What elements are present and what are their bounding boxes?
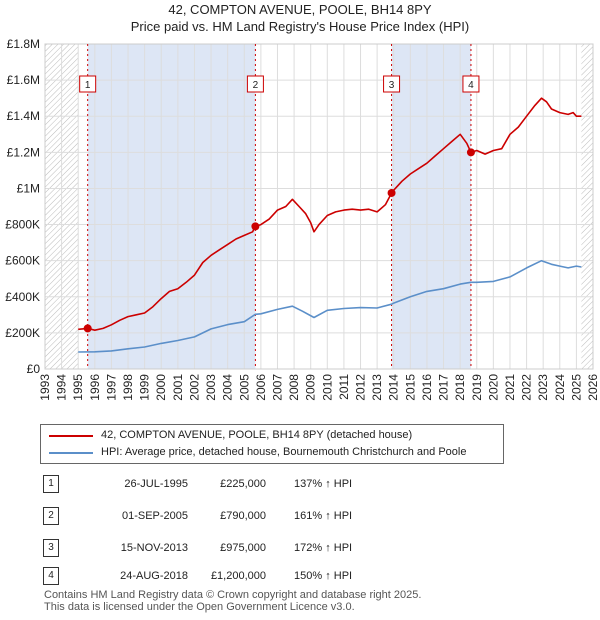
x-tick-label: 2007 [270, 374, 284, 401]
sale-label: 3 [389, 80, 395, 91]
x-tick-label: 2020 [486, 374, 500, 401]
legend-swatch-hpi [49, 452, 93, 454]
x-tick-label: 2019 [470, 374, 484, 401]
x-tick-label: 2025 [569, 374, 583, 401]
transaction-marker: 4 [43, 567, 59, 585]
transaction-hpi: 137% ↑ HPI [294, 478, 353, 490]
transaction-marker: 1 [43, 475, 59, 493]
x-tick-label: 1996 [88, 374, 102, 401]
transaction-row: 1 26-JUL-1995 £225,000 137% ↑ HPI [0, 474, 600, 494]
no-data-region-end [581, 44, 593, 369]
transaction-date: 26-JUL-1995 [124, 478, 188, 490]
sale-label: 4 [468, 80, 474, 91]
x-tick-label: 2017 [437, 374, 451, 401]
y-tick-label: £800K [5, 218, 40, 232]
transaction-price: £790,000 [220, 510, 266, 522]
transaction-price: £225,000 [220, 478, 266, 490]
x-tick-label: 2001 [171, 374, 185, 401]
plot-frame [44, 43, 594, 370]
sale-label-box [79, 75, 97, 93]
x-tick-label: 2003 [204, 374, 218, 401]
sale-label: 2 [253, 80, 259, 91]
transaction-hpi: 172% ↑ HPI [294, 542, 353, 554]
x-tick-label: 2023 [536, 374, 550, 401]
transaction-hpi: 161% ↑ HPI [294, 510, 353, 522]
x-tick-label: 1995 [71, 374, 85, 401]
x-tick-label: 1993 [38, 374, 52, 401]
x-tick-label: 2008 [287, 374, 301, 401]
sale-label-box [246, 75, 264, 93]
transaction-row: 4 24-AUG-2018 £1,200,000 150% ↑ HPI [0, 566, 600, 586]
sale-label-box [383, 75, 401, 93]
x-tick-label: 2021 [503, 374, 517, 401]
sale-label-box [462, 75, 480, 93]
x-tick-label: 2009 [304, 374, 318, 401]
y-tick-label: £200K [5, 326, 40, 340]
footer-copyright: Contains HM Land Registry data © Crown c… [44, 589, 422, 601]
y-tick-label: £0 [27, 362, 41, 376]
property-price-line [78, 97, 582, 332]
ownership-span [391, 44, 471, 369]
x-tick-label: 1994 [55, 374, 69, 401]
transaction-date: 24-AUG-2018 [120, 570, 188, 582]
sale-point [83, 324, 92, 333]
transaction-date: 01-SEP-2005 [121, 510, 188, 522]
transaction-date: 15-NOV-2013 [120, 542, 188, 554]
chart-title: 42, COMPTON AVENUE, POOLE, BH14 8PY [168, 2, 432, 17]
price-chart: 1 2 3 4 £0 £200K £400K £600K £800K £1M £1.2M £1.4M £… [5, 37, 600, 401]
transaction-row: 2 01-SEP-2005 £790,000 161% ↑ HPI [0, 506, 600, 526]
x-tick-label: 2006 [254, 374, 268, 401]
y-tick-label: £1.2M [7, 145, 40, 159]
transaction-price: £975,000 [220, 542, 266, 554]
x-tick-label: 2026 [586, 374, 600, 401]
sale-label: 1 [85, 80, 91, 91]
transaction-marker: 2 [43, 507, 59, 525]
x-tick-label: 2000 [154, 374, 168, 401]
x-tick-label: 2024 [553, 374, 567, 401]
x-tick-label: 2011 [337, 374, 351, 400]
x-tick-label: 2015 [403, 374, 417, 401]
x-tick-label: 1998 [121, 374, 135, 401]
x-tick-label: 1999 [138, 374, 152, 401]
y-tick-label: £1.6M [7, 73, 40, 87]
x-tick-label: 1997 [104, 374, 118, 401]
sale-point [466, 148, 475, 157]
x-tick-label: 2004 [221, 374, 235, 401]
legend-label-hpi: HPI: Average price, detached house, Bour… [101, 446, 467, 458]
y-tick-label: £1M [17, 181, 40, 195]
y-tick-label: £400K [5, 290, 40, 304]
ownership-span [87, 44, 256, 369]
x-tick-label: 2014 [387, 374, 401, 401]
x-tick-label: 2005 [237, 374, 251, 401]
x-tick-label: 2022 [520, 374, 534, 401]
sale-point [251, 222, 260, 231]
chart-subtitle: Price paid vs. HM Land Registry's House … [130, 19, 470, 34]
legend-label-property: 42, COMPTON AVENUE, POOLE, BH14 8PY (det… [101, 429, 413, 441]
transaction-hpi: 150% ↑ HPI [294, 570, 353, 582]
x-tick-label: 2010 [320, 374, 334, 401]
x-tick-label: 2013 [370, 374, 384, 401]
hpi-line [78, 259, 582, 353]
x-tick-label: 2012 [354, 374, 368, 401]
x-tick-label: 2018 [453, 374, 467, 401]
x-tick-label: 2016 [420, 374, 434, 401]
y-tick-label: £600K [5, 254, 40, 268]
x-tick-label: 2002 [187, 374, 201, 401]
legend-swatch-property [49, 435, 93, 437]
transaction-marker: 3 [43, 539, 59, 557]
transaction-price: £1,200,000 [210, 570, 266, 582]
y-tick-label: £1.8M [7, 37, 40, 51]
transaction-row: 3 15-NOV-2013 £975,000 172% ↑ HPI [0, 538, 600, 558]
y-tick-label: £1.4M [7, 109, 40, 123]
sale-point [387, 188, 396, 197]
footer-licence: This data is licensed under the Open Gov… [44, 601, 355, 613]
legend: 42, COMPTON AVENUE, POOLE, BH14 8PY (det… [40, 424, 504, 464]
